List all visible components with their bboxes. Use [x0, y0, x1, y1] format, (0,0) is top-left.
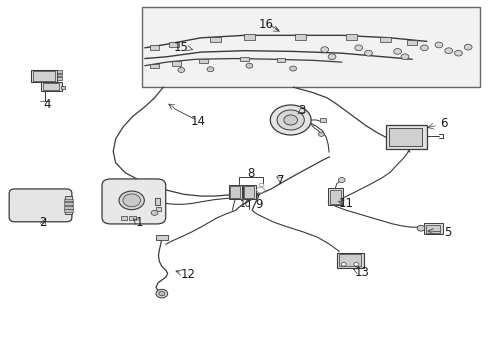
Circle shape [364, 50, 372, 56]
Bar [120, 216, 127, 220]
Text: 14: 14 [190, 114, 205, 127]
Bar [338, 254, 361, 266]
Bar [327, 188, 342, 205]
Bar [57, 77, 62, 80]
Circle shape [270, 105, 310, 135]
Circle shape [444, 48, 452, 54]
Circle shape [353, 262, 358, 266]
Circle shape [151, 210, 158, 215]
Bar [172, 62, 181, 66]
Bar [30, 70, 57, 82]
Bar [230, 186, 240, 198]
Bar [43, 83, 59, 90]
Bar [244, 186, 254, 198]
Text: 16: 16 [258, 18, 273, 31]
Bar [33, 71, 55, 81]
Text: 7: 7 [277, 174, 284, 187]
Bar [244, 35, 254, 40]
Bar [57, 70, 62, 73]
Circle shape [284, 115, 297, 125]
Bar [424, 223, 442, 234]
Bar [61, 86, 65, 89]
Bar [63, 202, 73, 205]
Text: 11: 11 [338, 197, 353, 210]
Bar [379, 37, 390, 42]
Bar [425, 225, 440, 233]
Bar [346, 35, 356, 40]
Bar [63, 206, 73, 208]
Bar [240, 57, 248, 62]
Text: 12: 12 [181, 268, 196, 281]
Text: 4: 4 [44, 99, 51, 112]
Bar [41, 82, 61, 91]
FancyBboxPatch shape [102, 179, 165, 224]
Bar [57, 73, 62, 76]
Bar [169, 42, 179, 48]
Bar [149, 45, 159, 50]
Bar [156, 207, 161, 211]
Bar [294, 35, 305, 40]
Circle shape [277, 110, 304, 130]
Circle shape [255, 189, 262, 194]
Circle shape [206, 67, 213, 72]
Circle shape [178, 67, 184, 72]
Circle shape [320, 47, 328, 53]
FancyBboxPatch shape [9, 189, 72, 222]
Text: 10: 10 [239, 200, 251, 209]
Text: 5: 5 [443, 226, 450, 239]
Bar [142, 7, 479, 87]
Text: 8: 8 [246, 167, 254, 180]
Circle shape [400, 54, 408, 60]
Bar [150, 64, 159, 68]
Circle shape [318, 132, 324, 136]
Text: 15: 15 [174, 41, 188, 54]
Bar [64, 196, 72, 214]
Bar [156, 235, 167, 240]
Bar [209, 37, 220, 42]
Circle shape [354, 45, 362, 51]
Circle shape [454, 50, 461, 56]
Circle shape [341, 262, 346, 266]
Text: 2: 2 [39, 216, 46, 229]
Bar [63, 209, 73, 212]
Text: 3: 3 [298, 104, 305, 117]
Bar [199, 59, 207, 63]
Bar [319, 118, 325, 122]
Circle shape [245, 63, 252, 68]
Circle shape [159, 292, 164, 296]
Bar [228, 185, 241, 199]
Circle shape [122, 194, 140, 207]
Circle shape [119, 191, 144, 210]
Bar [407, 40, 416, 45]
Circle shape [256, 187, 264, 193]
Text: 1: 1 [135, 216, 142, 229]
Bar [243, 185, 255, 199]
Circle shape [393, 49, 401, 54]
Bar [329, 190, 341, 204]
Circle shape [289, 66, 296, 71]
Bar [388, 128, 422, 146]
Text: 9: 9 [255, 198, 262, 211]
Circle shape [420, 45, 427, 51]
Circle shape [416, 225, 424, 231]
Circle shape [156, 289, 167, 298]
Circle shape [338, 177, 345, 183]
Circle shape [434, 42, 442, 48]
Circle shape [259, 183, 264, 187]
Text: 6: 6 [439, 117, 447, 130]
Circle shape [463, 44, 471, 50]
Bar [276, 58, 285, 62]
Bar [63, 199, 73, 202]
Text: 13: 13 [354, 266, 369, 279]
Circle shape [327, 54, 335, 60]
Bar [128, 216, 135, 220]
Bar [336, 252, 363, 267]
Bar [385, 125, 426, 149]
Bar [154, 198, 160, 205]
